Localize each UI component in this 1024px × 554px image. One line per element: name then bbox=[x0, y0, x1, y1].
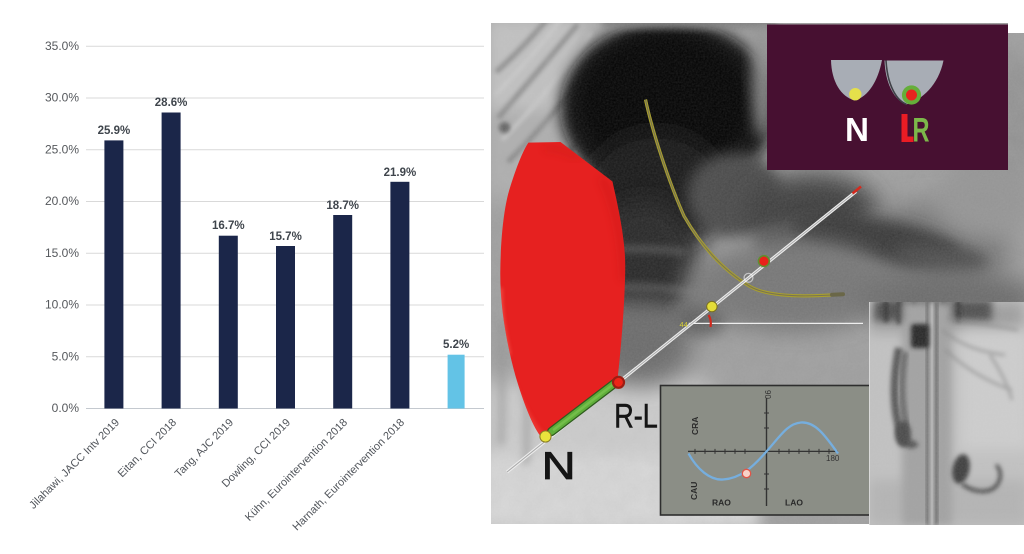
svg-text:Jilahawi, JACC Intv 2019: Jilahawi, JACC Intv 2019 bbox=[27, 417, 122, 512]
svg-text:25.9%: 25.9% bbox=[98, 125, 131, 137]
svg-text:Eitan, CCI 2018: Eitan, CCI 2018 bbox=[116, 417, 179, 480]
svg-text:N: N bbox=[845, 111, 869, 148]
svg-text:Harnath, Eurointervention 2018: Harnath, Eurointervention 2018 bbox=[291, 417, 408, 534]
svg-text:15.0%: 15.0% bbox=[45, 246, 79, 260]
svg-text:5.0%: 5.0% bbox=[52, 350, 80, 364]
svg-text:25.0%: 25.0% bbox=[45, 143, 79, 157]
svg-text:90: 90 bbox=[763, 390, 772, 399]
svg-text:N: N bbox=[542, 445, 576, 488]
svg-text:Kühn, Eurointervention 2018: Kühn, Eurointervention 2018 bbox=[243, 417, 350, 524]
svg-text:10.0%: 10.0% bbox=[45, 298, 79, 312]
svg-text:Tang, AJC 2019: Tang, AJC 2019 bbox=[173, 417, 236, 480]
svg-text:LAO: LAO bbox=[785, 498, 803, 508]
svg-text:5.2%: 5.2% bbox=[443, 339, 469, 351]
svg-text:21.9%: 21.9% bbox=[384, 167, 417, 179]
svg-text:RAO: RAO bbox=[712, 498, 731, 508]
svg-text:16.7%: 16.7% bbox=[212, 220, 245, 232]
svg-text:30.0%: 30.0% bbox=[45, 91, 79, 105]
svg-text:28.6%: 28.6% bbox=[155, 97, 188, 109]
svg-text:20.0%: 20.0% bbox=[45, 194, 79, 208]
svg-text:18.7%: 18.7% bbox=[326, 200, 359, 212]
svg-text:15.7%: 15.7% bbox=[269, 231, 302, 243]
svg-text:CAU: CAU bbox=[689, 482, 699, 500]
svg-text:CRA: CRA bbox=[690, 417, 700, 435]
svg-text:R: R bbox=[913, 111, 930, 149]
svg-text:180: 180 bbox=[826, 454, 840, 463]
svg-text:R-L: R-L bbox=[614, 397, 658, 435]
svg-text:0.0%: 0.0% bbox=[52, 401, 80, 415]
svg-text:44: 44 bbox=[680, 320, 688, 329]
svg-text:35.0%: 35.0% bbox=[45, 39, 79, 53]
